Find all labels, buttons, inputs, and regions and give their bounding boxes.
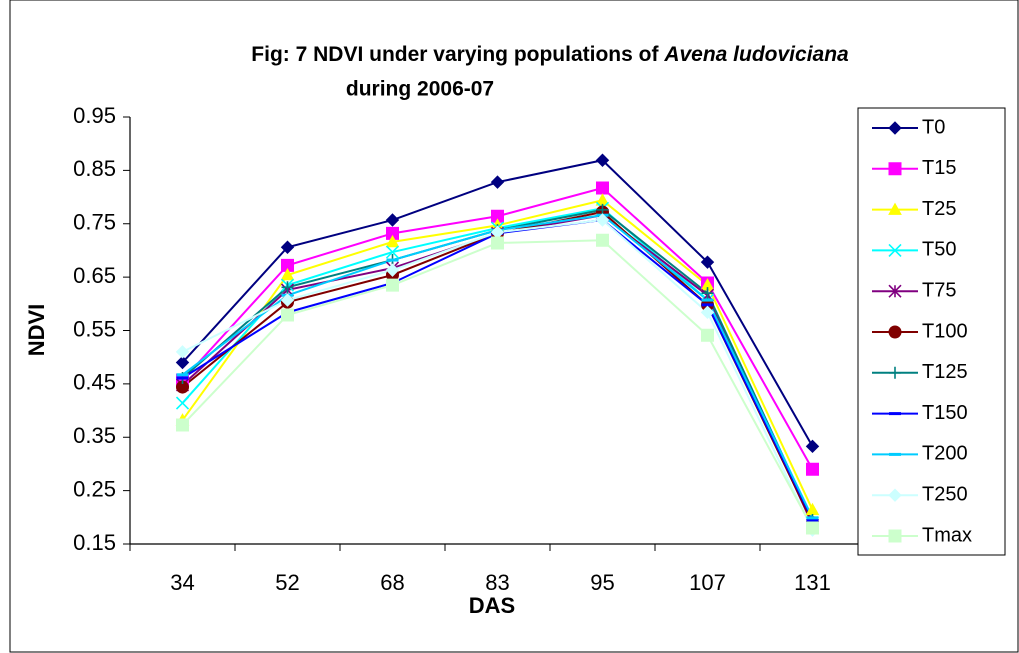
y-tick-label: 0.95 bbox=[73, 103, 116, 128]
marker bbox=[175, 380, 190, 394]
marker bbox=[888, 284, 902, 298]
title-text: Fig: 7 NDVI under varying populations of bbox=[251, 43, 664, 66]
chart-subtitle: during 2006-07 bbox=[346, 78, 494, 101]
legend-label: T25 bbox=[922, 198, 956, 220]
title-italic: Avena ludoviciana bbox=[663, 43, 849, 66]
y-tick-label: 0.15 bbox=[73, 530, 116, 555]
marker bbox=[596, 233, 609, 247]
marker bbox=[386, 278, 399, 292]
marker bbox=[888, 202, 902, 215]
marker bbox=[280, 293, 295, 307]
y-tick-label: 0.35 bbox=[73, 423, 116, 448]
marker bbox=[889, 366, 901, 379]
x-tick-label: 52 bbox=[275, 570, 299, 595]
marker bbox=[385, 234, 400, 248]
x-tick-label: 68 bbox=[380, 570, 404, 595]
marker bbox=[281, 281, 294, 294]
legend-label: T15 bbox=[922, 157, 956, 179]
marker bbox=[700, 255, 715, 269]
y-tick-label: 0.45 bbox=[73, 370, 116, 395]
marker bbox=[385, 213, 400, 227]
y-axis-label: NDVI bbox=[24, 304, 49, 357]
legend-box bbox=[857, 107, 1006, 556]
marker bbox=[805, 439, 820, 454]
marker bbox=[281, 308, 294, 322]
marker bbox=[175, 345, 190, 359]
x-axis-label: DAS bbox=[469, 593, 515, 618]
marker bbox=[888, 243, 902, 257]
legend-label: T0 bbox=[922, 116, 945, 138]
marker bbox=[281, 258, 294, 272]
marker bbox=[280, 267, 295, 281]
marker bbox=[806, 521, 819, 535]
marker bbox=[888, 488, 902, 502]
marker bbox=[701, 287, 714, 300]
marker bbox=[700, 305, 715, 320]
x-tick-label: 83 bbox=[485, 570, 509, 595]
chart-frame bbox=[9, 0, 1019, 653]
x-tick-label: 34 bbox=[170, 570, 194, 595]
x-tick-label: 131 bbox=[794, 570, 831, 595]
y-tick-label: 0.85 bbox=[73, 156, 116, 181]
legend-label: T250 bbox=[922, 483, 968, 505]
y-tick-label: 0.25 bbox=[73, 476, 116, 501]
marker bbox=[888, 162, 902, 176]
legend-label: T50 bbox=[922, 239, 956, 261]
x-tick-label: 107 bbox=[689, 570, 726, 595]
legend-label: T200 bbox=[922, 443, 968, 465]
marker bbox=[491, 236, 504, 250]
marker bbox=[386, 226, 399, 240]
marker bbox=[596, 181, 609, 195]
marker bbox=[595, 153, 610, 167]
marker bbox=[701, 328, 714, 342]
marker bbox=[888, 121, 902, 135]
marker bbox=[888, 529, 902, 543]
marker bbox=[595, 213, 610, 227]
legend-label: T100 bbox=[922, 320, 968, 342]
marker bbox=[280, 240, 295, 254]
legend-label: T125 bbox=[922, 361, 968, 383]
y-tick-label: 0.65 bbox=[73, 263, 116, 288]
marker bbox=[385, 245, 400, 259]
marker bbox=[490, 175, 505, 189]
y-tick-label: 0.75 bbox=[73, 210, 116, 235]
marker bbox=[176, 418, 189, 432]
legend-label: T75 bbox=[922, 279, 956, 301]
x-tick-label: 95 bbox=[590, 570, 614, 595]
marker bbox=[175, 396, 190, 410]
marker bbox=[806, 462, 819, 476]
y-tick-label: 0.55 bbox=[73, 316, 116, 341]
chart-title: Fig: 7 NDVI under varying populations of… bbox=[251, 43, 849, 66]
marker bbox=[175, 355, 190, 370]
legend-label: Tmax bbox=[922, 524, 972, 546]
marker bbox=[888, 325, 902, 339]
marker bbox=[385, 263, 400, 277]
legend-label: T150 bbox=[922, 402, 968, 424]
